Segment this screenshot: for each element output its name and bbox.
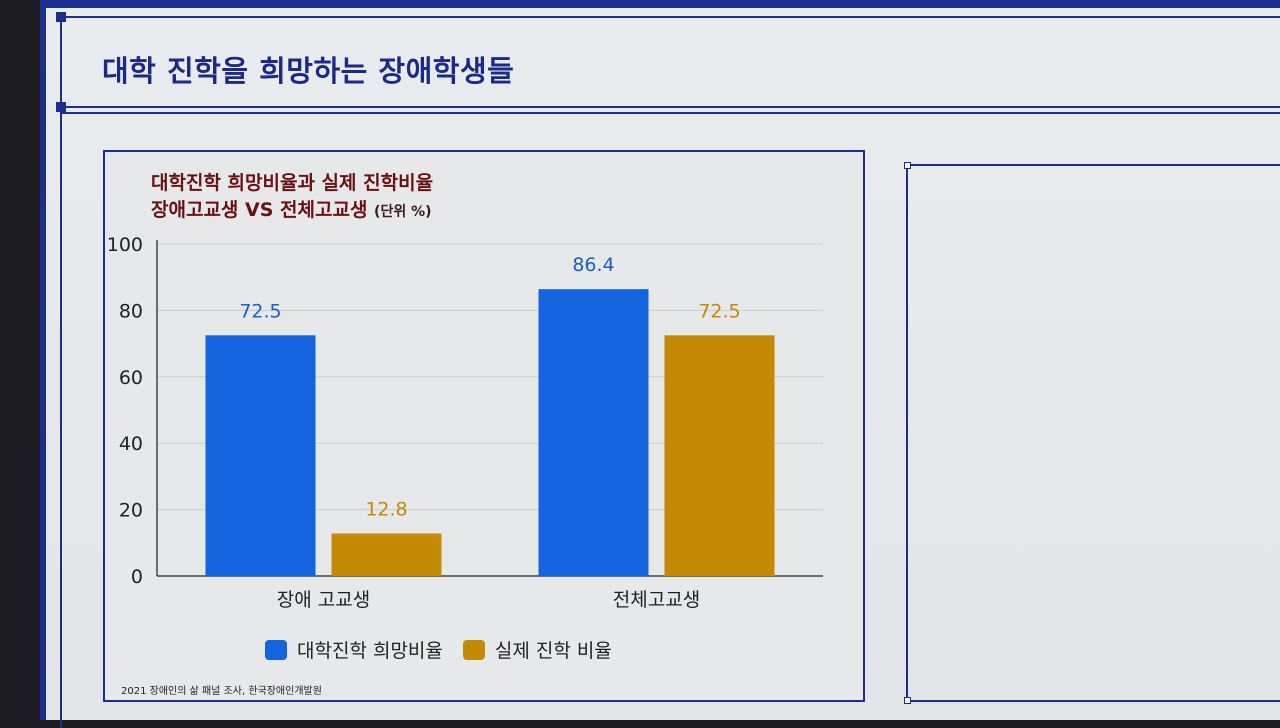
data-label: 72.5 bbox=[239, 300, 281, 322]
left-frame-line bbox=[60, 108, 62, 728]
legend-swatch-actual bbox=[462, 639, 485, 660]
data-label: 12.8 bbox=[365, 499, 407, 521]
chart-panel: 대학진학 희망비율과 실제 진학비율 장애고교생 VS 전체고교생 (단위 %)… bbox=[103, 150, 865, 702]
bar bbox=[538, 289, 649, 576]
y-tick-label: 0 bbox=[131, 566, 143, 588]
y-tick-label: 100 bbox=[107, 234, 143, 256]
bar bbox=[205, 335, 316, 576]
source-note: 2021 장애인의 삶 패널 조사, 한국장애인개발원 bbox=[121, 686, 322, 697]
y-tick-label: 80 bbox=[119, 300, 143, 322]
y-tick-label: 20 bbox=[119, 500, 143, 522]
data-label: 72.5 bbox=[698, 300, 740, 322]
x-tick-label: 장애 고교생 bbox=[277, 589, 370, 611]
data-label: 86.4 bbox=[572, 254, 614, 276]
y-tick-label: 40 bbox=[119, 433, 143, 455]
legend-swatch-hope bbox=[265, 639, 287, 660]
slide-title: 대학 진학을 희망하는 장애학생들 bbox=[102, 54, 515, 88]
slide: 대학 진학을 희망하는 장애학생들 대학진학 희망비율과 실제 진학비율 장애고… bbox=[40, 0, 1280, 728]
chart-title-line1: 대학진학 희망비율과 실제 진학비율 bbox=[151, 172, 434, 194]
title-divider bbox=[60, 112, 1280, 114]
resize-handle-bottom-left[interactable] bbox=[904, 697, 911, 704]
y-tick-label: 60 bbox=[119, 367, 143, 389]
chart-title: 대학진학 희망비율과 실제 진학비율 장애고교생 VS 전체고교생 (단위 %) bbox=[151, 170, 433, 226]
resize-handle-top-left[interactable] bbox=[904, 162, 911, 169]
legend-label-actual: 실제 진학 비율 bbox=[494, 640, 612, 662]
legend-item-hope: 대학진학 희망비율 bbox=[265, 636, 443, 663]
empty-placeholder-box[interactable] bbox=[904, 162, 1280, 704]
chart-unit: (단위 %) bbox=[374, 204, 432, 220]
chart-legend: 대학진학 희망비율 실제 진학 비율 bbox=[265, 636, 612, 663]
legend-item-actual: 실제 진학 비율 bbox=[462, 636, 612, 663]
chart-title-line2-row: 장애고교생 VS 전체고교생 (단위 %) bbox=[151, 197, 433, 226]
legend-label-hope: 대학진학 희망비율 bbox=[297, 640, 443, 662]
title-frame bbox=[56, 12, 1280, 112]
bar bbox=[664, 335, 775, 576]
chart-title-line2: 장애고교생 VS 전체고교생 bbox=[151, 199, 368, 221]
x-tick-label: 전체고교생 bbox=[613, 589, 700, 611]
bar bbox=[331, 533, 442, 576]
bar-chart: 0 20 40 60 80 100 72.5 12.8 장애 고교생 86.4 72.5 전체고교생 bbox=[107, 234, 823, 611]
